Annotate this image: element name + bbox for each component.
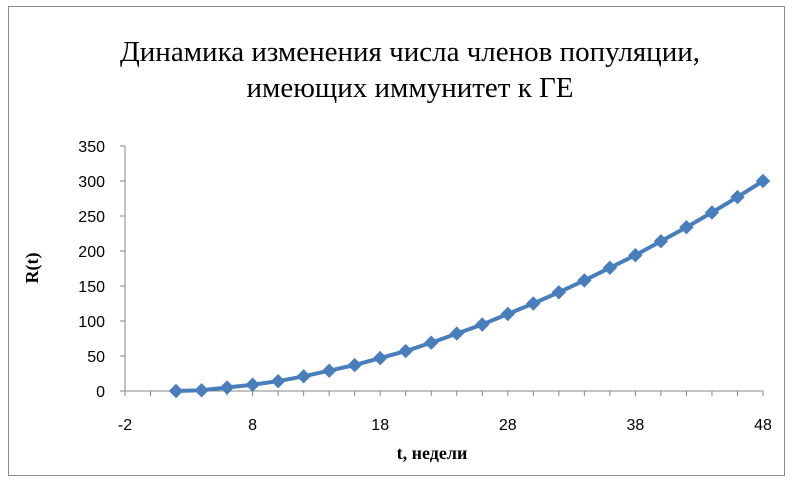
data-point-marker <box>194 383 209 398</box>
y-tick-label: 250 <box>78 209 105 226</box>
data-point-marker <box>526 296 541 311</box>
data-point-marker <box>372 350 388 366</box>
data-point-marker <box>730 189 745 205</box>
y-axis-title: R(t) <box>22 253 43 284</box>
y-tick-label: 350 <box>78 139 105 156</box>
x-axis-title: t, недели <box>397 443 468 463</box>
y-tick-label: 0 <box>96 384 105 401</box>
plot-area: 0 50 100 150 200 250 300 350 -2 8 18 28 38 48 <box>78 139 772 434</box>
data-point-marker <box>653 233 669 249</box>
data-point-marker <box>347 357 362 373</box>
x-tick-label: 48 <box>754 417 772 434</box>
data-point-marker <box>602 260 618 276</box>
data-point-marker <box>628 247 643 263</box>
data-point-marker <box>270 373 286 389</box>
x-tick-label: 18 <box>371 417 389 434</box>
y-tick-label: 300 <box>78 174 105 191</box>
data-point-marker <box>500 306 516 322</box>
y-tick-label: 150 <box>78 279 105 296</box>
data-point-marker <box>475 317 490 332</box>
data-point-marker <box>424 335 439 350</box>
y-tick-label: 100 <box>78 314 105 331</box>
data-point-marker <box>168 383 184 399</box>
x-tick-label: 38 <box>627 417 645 434</box>
data-point-marker <box>577 273 592 288</box>
data-point-marker <box>449 326 464 341</box>
chart-title-line-1: Динамика изменения числа членов популяци… <box>120 36 700 68</box>
chart-title-line-2: имеющих иммунитет к ГЕ <box>246 72 573 104</box>
data-point-marker <box>679 219 694 235</box>
y-tick-label: 200 <box>78 244 105 261</box>
data-point-marker <box>296 369 311 384</box>
y-tick-label: 50 <box>87 349 105 366</box>
data-point-marker <box>321 363 337 378</box>
data-point-marker <box>551 285 567 300</box>
data-point-marker <box>704 205 720 220</box>
data-point-marker <box>245 377 260 392</box>
x-tick-label: 28 <box>499 417 517 434</box>
x-tick-label: 8 <box>248 417 257 434</box>
data-point-marker <box>755 173 771 189</box>
data-point-marker <box>398 343 413 359</box>
data-point-marker <box>219 380 235 395</box>
series-line <box>175 179 765 393</box>
x-tick-label: -2 <box>118 417 132 434</box>
